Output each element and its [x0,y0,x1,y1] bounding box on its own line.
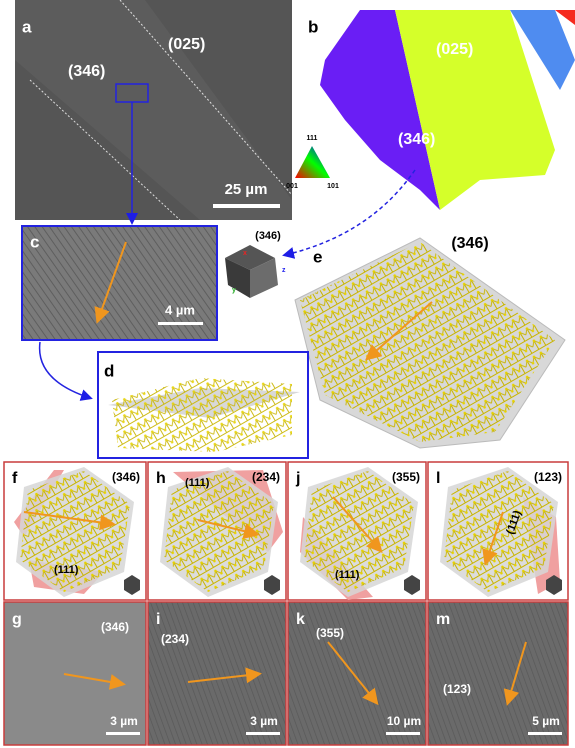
lattice [164,471,274,592]
arrow [482,511,504,566]
panel-label: h [156,470,166,487]
sem-image [3,601,147,746]
panel-label: m [436,611,450,628]
panel-label: c [30,232,39,251]
ebsd-grain [395,10,555,210]
panel-label: a [22,17,32,36]
scale-bar-label: 25 µm [225,181,268,198]
scale-bar-label: 10 µm [387,714,421,728]
plane-label: (355) [316,626,344,640]
arrow [94,241,127,324]
plane-label: (346) [398,131,435,148]
cube-icon [404,575,420,595]
key-label: 001 [286,183,298,190]
arrow [23,511,116,531]
sem-image [287,601,427,746]
plane-label: (355) [392,470,420,484]
plane-label: (346) [451,235,488,252]
panel-label: k [296,611,305,628]
arrow [364,301,433,361]
panel-label: g [12,611,22,628]
twin-label: (111) [185,477,210,489]
cube-icon [546,575,562,595]
cube-icon [124,575,140,595]
scale-bar [246,732,280,735]
panel-label: d [104,361,114,380]
sem-image [427,601,569,746]
axis-label: z [282,267,286,274]
arrow [187,667,262,684]
scale-bar [386,732,420,735]
color-key [295,146,330,178]
boundary [29,0,293,221]
cube-icon [264,575,280,595]
ebsd-grain [320,10,440,210]
axis-label: x [243,250,247,257]
plane-label: (346) [112,470,140,484]
plane-label: (123) [443,682,471,696]
sem-image [147,601,287,746]
scale-bar [106,732,140,735]
lattice [20,471,130,592]
scale-bar-label: 4 µm [165,302,195,317]
arrow [327,641,379,706]
key-label: 111 [307,135,318,142]
grain [15,0,292,220]
twin-label: (111) [335,569,360,581]
plane-label: (234) [161,632,189,646]
plane-label: (025) [436,41,473,58]
arrow [38,341,93,401]
scale-bar-label: 5 µm [532,714,560,728]
key-label: 101 [327,183,339,190]
scale-bar [158,322,203,325]
twin-label: (111) [54,564,79,576]
scale-bar-label: 3 µm [110,714,138,728]
arrow [197,519,260,539]
lattice [304,471,414,592]
lattice [300,242,555,442]
plane-label: (025) [168,36,205,53]
plane-label: (346) [255,230,281,242]
panel-label: b [308,17,318,36]
arrow [282,169,416,259]
scale-bar [213,204,280,208]
cube [225,245,275,270]
cube [250,258,278,298]
lattice [444,471,554,592]
arrow [63,673,126,690]
panel-label: j [295,470,300,487]
plane-label: (234) [252,470,280,484]
sem-image [21,225,218,341]
ebsd-grain [555,10,575,25]
arrow [332,496,383,553]
axis-label: y [232,287,236,294]
arrow [503,641,527,706]
plane-label: (123) [534,470,562,484]
cube [225,258,250,298]
panel-label: f [12,470,18,487]
plane-label: (346) [68,63,105,80]
ebsd-grain [510,10,575,90]
panel-label: e [313,247,322,266]
plane-label: (346) [101,620,129,634]
scale-bar-label: 3 µm [250,714,278,728]
scale-bar [528,732,562,735]
panel-label: i [156,611,160,628]
lattice [112,378,292,452]
panel-label: l [436,470,440,487]
